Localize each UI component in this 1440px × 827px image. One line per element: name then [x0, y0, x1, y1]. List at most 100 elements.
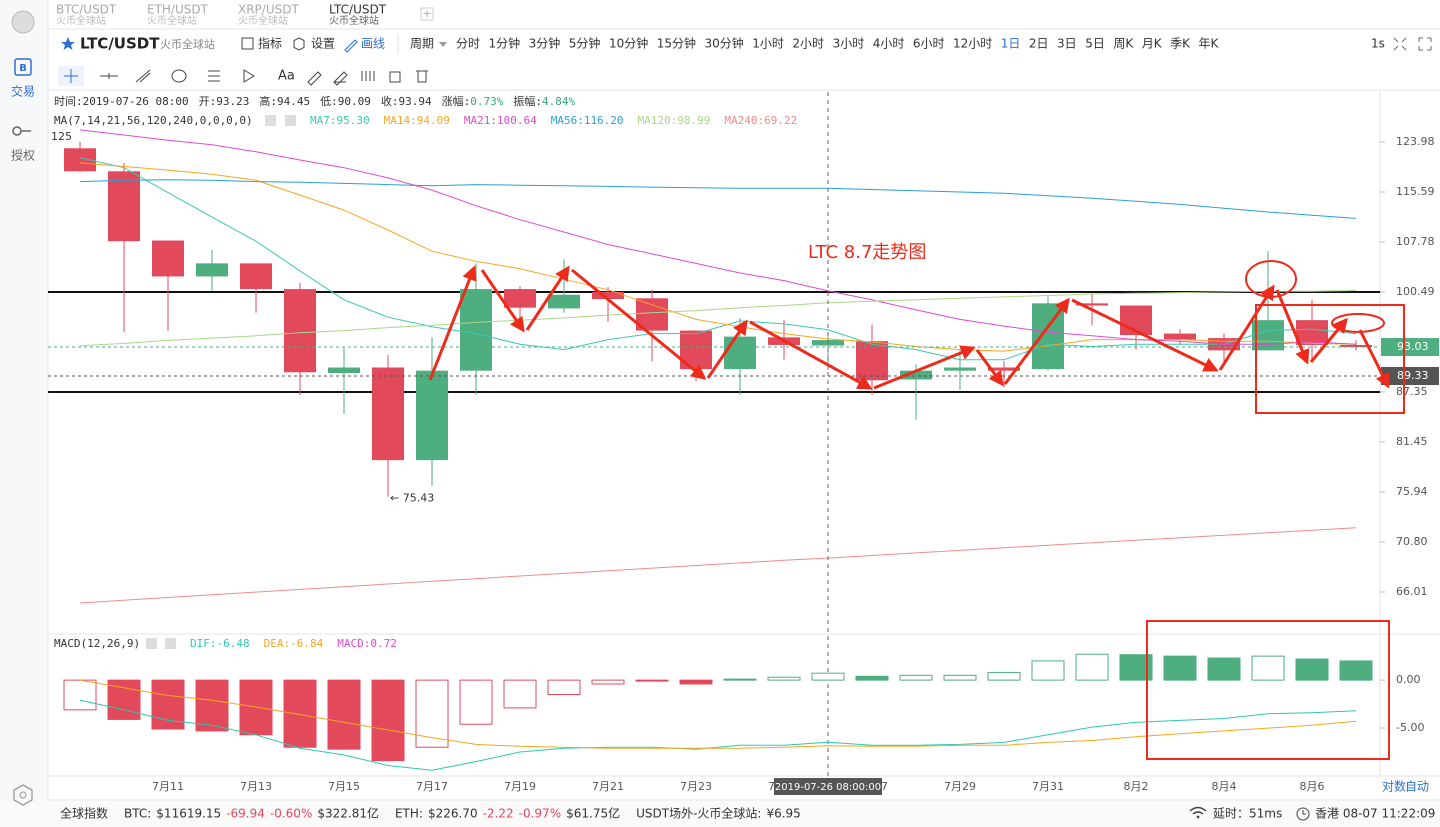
settings-icon[interactable] [13, 784, 33, 806]
channel-tool[interactable] [135, 69, 151, 83]
period-option[interactable]: 3小时 [833, 37, 865, 51]
brush-tool[interactable] [307, 71, 322, 86]
measure-tool[interactable] [361, 71, 375, 81]
y-tick-label: 81.45 [1396, 435, 1428, 448]
collapse-icon[interactable] [1393, 37, 1407, 51]
indicator-line [79, 129, 1357, 345]
period-label[interactable]: 周期 [410, 37, 434, 51]
period-option[interactable]: 6小时 [913, 37, 945, 51]
footer-item: -0.97% [519, 807, 561, 821]
x-tick-label: 8月4 [1212, 780, 1237, 793]
pattern-tool[interactable] [243, 69, 255, 83]
candle-body [900, 370, 932, 380]
ma-legend-item: MA7:95.30 [310, 114, 370, 127]
macd-bar [459, 679, 493, 725]
period-option[interactable]: 1日 [1001, 37, 1021, 51]
y-tick-label: 70.80 [1396, 535, 1428, 548]
macd-bar [987, 671, 1021, 681]
sidebar-item[interactable]: 授权 [11, 148, 35, 163]
period-option[interactable]: 2小时 [792, 37, 824, 51]
macd-bar [1163, 655, 1197, 681]
macd-legend-item: DIF:-6.48 [190, 637, 250, 650]
text-tool[interactable]: Aa [278, 69, 295, 84]
info-label: 收: [381, 94, 399, 108]
sidebar [0, 0, 48, 827]
macd-bar [1031, 660, 1065, 681]
symbol-exchange: 火币全球站 [160, 37, 215, 51]
clock-icon [1296, 807, 1310, 821]
tab-exchange: 火币全球站 [238, 14, 288, 27]
period-option[interactable]: 5分钟 [569, 36, 601, 51]
add-tab-glyph: + [422, 7, 431, 20]
toolbar-button[interactable]: 指标 [258, 36, 282, 51]
highlight-box [1146, 620, 1390, 760]
legend-close[interactable] [285, 115, 296, 126]
tab-pair[interactable]: LTC/USDT [329, 3, 387, 17]
fullscreen-icon[interactable] [1418, 37, 1432, 51]
info-value: 4.84% [542, 95, 575, 108]
trade-icon[interactable] [14, 58, 32, 76]
macd-bar [679, 679, 713, 685]
candle-body [856, 341, 888, 381]
macd-bar [899, 674, 933, 681]
legend-settings[interactable] [146, 638, 157, 649]
tab-pair[interactable]: BTC/USDT [56, 3, 117, 17]
x-tick-label: 7月13 [240, 780, 272, 793]
period-option[interactable]: 10分钟 [609, 36, 648, 51]
macd-bar [1339, 660, 1373, 681]
period-option[interactable]: 4小时 [873, 37, 905, 51]
period-option[interactable]: 周K [1113, 37, 1134, 51]
macd-bar [1207, 657, 1241, 681]
line-tool[interactable] [100, 73, 118, 79]
period-option[interactable]: 季K [1170, 37, 1191, 51]
period-option[interactable]: 15分钟 [657, 36, 696, 51]
tab-pair[interactable]: ETH/USDT [147, 3, 209, 17]
shape-tool[interactable] [171, 69, 187, 83]
toolbar-button[interactable]: 设置 [311, 37, 335, 51]
period-option[interactable]: 30分钟 [705, 36, 744, 51]
macd-bar [1295, 658, 1329, 681]
trend-arrow [1358, 329, 1390, 389]
trend-arrow [525, 265, 570, 331]
period-option[interactable]: 3分钟 [529, 36, 561, 51]
x-tick-label: 7月11 [152, 780, 184, 793]
macd-legend-item: DEA:-6.84 [264, 637, 324, 650]
annotation-title: LTC 8.7走势图 [808, 242, 926, 263]
period-option[interactable]: 2日 [1029, 37, 1049, 51]
period-option[interactable]: 1分钟 [489, 36, 521, 51]
period-option[interactable]: 1小时 [752, 37, 784, 51]
axis-button[interactable]: 自动 [1405, 780, 1429, 794]
x-tick-label: 7月23 [680, 780, 712, 793]
add-tab[interactable] [420, 7, 434, 21]
crosshair-tool[interactable] [64, 69, 78, 83]
chart-layer: BTC/USDT火币全球站ETH/USDT火币全球站XRP/USDT火币全球站L… [48, 3, 1439, 821]
period-option[interactable]: 3日 [1057, 37, 1077, 51]
period-option[interactable]: 年K [1198, 37, 1219, 51]
fib-tool[interactable] [208, 70, 220, 82]
lock-tool[interactable] [389, 71, 401, 83]
toolbar-button[interactable]: 画线 [361, 37, 385, 51]
period-option[interactable]: 月K [1142, 37, 1163, 51]
favorite-icon[interactable] [61, 37, 75, 50]
eraser-tool[interactable] [333, 71, 348, 86]
axis-button[interactable]: 对数 [1382, 779, 1406, 794]
trend-arrow [706, 319, 748, 379]
footer-item: BTC: [124, 807, 151, 821]
trend-arrow [1218, 284, 1275, 371]
sidebar-item[interactable]: 交易 [11, 84, 35, 99]
period-option[interactable]: 分时 [456, 37, 480, 51]
legend-close[interactable] [165, 638, 176, 649]
info-label: 时间: [54, 95, 83, 108]
period-option[interactable]: 12小时 [953, 37, 992, 51]
period-option[interactable]: 5日 [1085, 37, 1105, 51]
indicator-icon [241, 37, 254, 50]
indicator-line [79, 679, 1357, 749]
tab-pair[interactable]: XRP/USDT [238, 3, 299, 17]
x-tick-label: 8月6 [1300, 780, 1325, 793]
delete-tool[interactable] [416, 70, 428, 83]
x-tick-label: 7月21 [592, 780, 624, 793]
macd-bar [811, 672, 845, 681]
legend-settings[interactable] [265, 115, 276, 126]
refresh-rate[interactable]: 1s [1371, 37, 1385, 51]
corner-label: 125 [51, 130, 72, 143]
